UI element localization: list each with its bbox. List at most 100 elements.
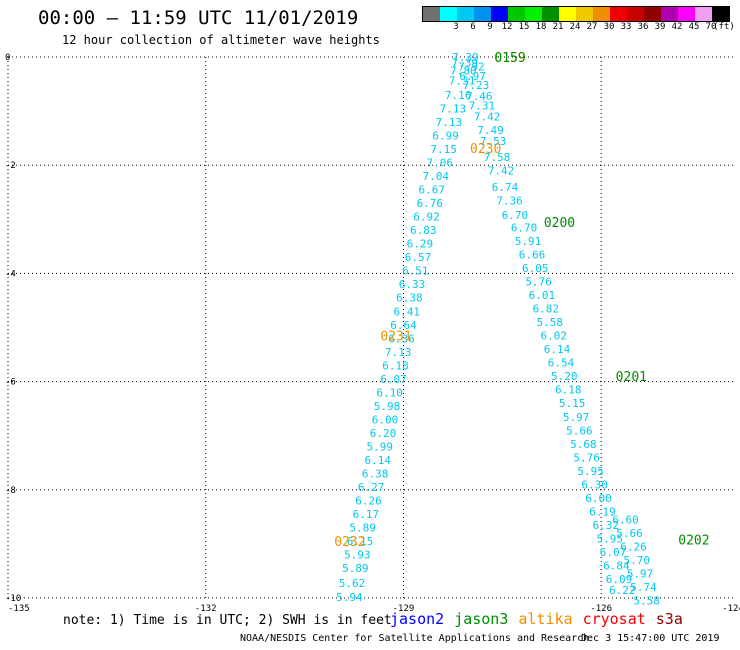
wave-height-point: 6.29 — [407, 238, 434, 251]
wave-height-point: 6.64 — [390, 319, 417, 332]
wave-height-point: 6.10 — [376, 386, 403, 399]
wave-height-point: 6.74 — [492, 181, 519, 194]
wave-height-point: 5.58 — [633, 595, 660, 608]
wave-height-point: 6.70 — [511, 221, 538, 234]
chart-subtitle: 12 hour collection of altimeter wave hei… — [62, 33, 380, 47]
chart-title: 00:00 – 11:59 UTC 11/01/2019 — [38, 7, 359, 29]
wave-height-point: 7.92 — [458, 61, 485, 74]
color-scale-tick: 36 — [637, 22, 649, 32]
wave-height-point: 7.42 — [474, 111, 501, 124]
wave-height-point: 5.74 — [630, 581, 657, 594]
wave-height-point: 7.49 — [477, 124, 504, 137]
wave-height-point: 5.99 — [366, 441, 393, 454]
wave-height-point: 7.04 — [423, 170, 450, 183]
wave-height-point: 7.31 — [469, 100, 496, 113]
color-scale-tick: 6 — [470, 22, 476, 32]
wave-height-point: 5.95 — [597, 532, 624, 545]
color-swatch — [423, 7, 440, 21]
wave-height-point: 6.00 — [585, 492, 612, 505]
color-scale-tick: 39 — [654, 22, 666, 32]
color-scale-tick: 42 — [671, 22, 683, 32]
pass-time-label: 0231 — [380, 330, 411, 345]
wave-height-point: 6.76 — [417, 197, 444, 210]
wave-height-point: 6.19 — [589, 505, 616, 518]
wave-height-point: 6.33 — [399, 278, 426, 291]
wave-height-point: 5.98 — [374, 400, 401, 413]
legend-altika: altika — [518, 610, 573, 628]
wave-height-point: 6.84 — [603, 560, 630, 573]
color-scale-tick: 45 — [688, 22, 700, 32]
footer-note: note: 1) Time is in UTC; 2) SWH is in fe… — [63, 613, 392, 628]
wave-height-point: 6.05 — [522, 262, 549, 275]
wave-height-point: 6.60 — [612, 514, 639, 527]
wave-height-point: 6.07 — [600, 546, 627, 559]
wave-height-point: 6.57 — [405, 251, 432, 264]
wave-height-point: 6.14 — [365, 454, 392, 467]
pass-time-label: 0202 — [678, 534, 709, 549]
wave-height-point: 5.94 — [336, 591, 363, 604]
credit-line: NOAA/NESDIS Center for Satellite Applica… — [240, 633, 590, 644]
legend-cryosat: cryosat — [582, 610, 646, 628]
y-tick-label: -4 — [5, 269, 16, 279]
color-swatch — [695, 7, 712, 21]
color-swatch — [525, 7, 542, 21]
wave-height-point: 6.01 — [529, 289, 556, 302]
wave-height-point: 6.92 — [413, 211, 440, 224]
wave-height-point: 7.58 — [484, 151, 511, 164]
wave-height-point: 6.38 — [362, 468, 389, 481]
pass-time-label: 0159 — [494, 51, 525, 66]
color-scale-labels: 3 6 9 12 15 18 21 24 27 30 33 36 39 42 45 70 (ft) — [422, 22, 740, 34]
wave-height-point: 5.66 — [616, 527, 643, 540]
legend-jason3: jason3 — [454, 610, 509, 628]
wave-height-point: 6.66 — [519, 248, 546, 261]
color-swatch — [457, 7, 474, 21]
color-swatch — [678, 7, 695, 21]
wave-height-point: 6.38 — [396, 292, 423, 305]
wave-height-point: 5.70 — [624, 554, 651, 567]
wave-height-point: 6.17 — [353, 508, 380, 521]
color-scale-tick: 12 — [501, 22, 513, 32]
wave-height-point: 5.89 — [349, 522, 376, 535]
color-swatch — [644, 7, 661, 21]
wave-height-point: 6.07 — [380, 373, 407, 386]
wave-height-point: 6.15 — [347, 535, 374, 548]
wave-height-point: 6.26 — [620, 541, 647, 554]
y-tick-label: -10 — [5, 594, 21, 604]
pass-time-label: 0230 — [470, 142, 501, 157]
wave-height-point: 5.15 — [559, 397, 586, 410]
wave-height-point: 7.06 — [426, 156, 453, 169]
wave-height-point: 6.02 — [540, 330, 567, 343]
wave-height-point: 5.76 — [525, 276, 552, 289]
y-tick-label: -6 — [5, 378, 16, 388]
wave-height-point: 7.39 — [452, 56, 479, 69]
color-scale-unit: (ft) — [713, 22, 735, 32]
color-swatch — [610, 7, 627, 21]
wave-height-point: 7.13 — [385, 346, 412, 359]
wave-height-point: 6.14 — [544, 343, 571, 356]
wave-height-point: 7.46 — [466, 90, 493, 103]
wave-height-point: 5.20 — [551, 370, 578, 383]
wave-height-point: 6.82 — [533, 303, 560, 316]
wave-height-point: 6.83 — [410, 224, 437, 237]
wave-height-point: 6.32 — [593, 519, 620, 532]
wave-height-point: 7.13 — [436, 116, 463, 129]
wave-height-point: 5.93 — [344, 549, 371, 562]
y-tick-label: -2 — [5, 161, 16, 171]
wave-height-point: 7.53 — [480, 135, 507, 148]
wave-height-point: 6.18 — [555, 384, 582, 397]
color-scale-tick: 18 — [535, 22, 547, 32]
wave-height-point: 6.26 — [355, 495, 382, 508]
y-tick-label: 0 — [5, 53, 10, 63]
color-scale-tick: 3 — [453, 22, 459, 32]
wave-height-point: 5.91 — [515, 235, 542, 248]
wave-height-point: 5.76 — [573, 451, 600, 464]
color-swatch — [508, 7, 525, 21]
wave-height-point: 6.20 — [370, 427, 397, 440]
x-tick-label: -126 — [590, 604, 612, 614]
x-tick-label: -135 — [8, 604, 30, 614]
wave-height-point: 5.97 — [627, 568, 654, 581]
x-tick-label: -124 — [722, 604, 740, 614]
pass-time-label: 0232 — [334, 535, 365, 550]
x-tick-label: -129 — [393, 604, 415, 614]
color-scale-tick: 24 — [569, 22, 581, 32]
